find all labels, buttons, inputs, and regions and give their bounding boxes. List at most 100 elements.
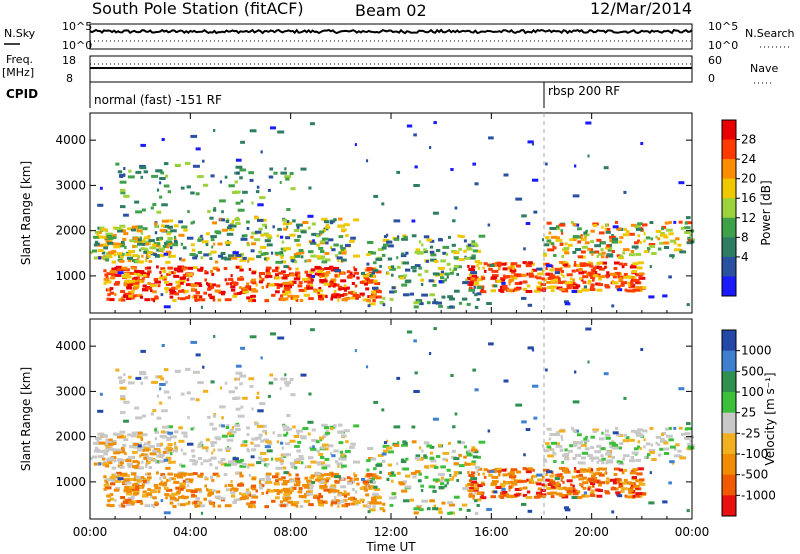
power-cell [449, 305, 454, 309]
velocity-cell [375, 463, 383, 467]
velocity-cell [566, 479, 573, 483]
velocity-cell [532, 384, 539, 388]
velocity-cell [185, 367, 191, 371]
velocity-cell [432, 478, 440, 482]
velocity-cell [94, 446, 99, 450]
power-cell [260, 150, 263, 154]
velocity-cell [259, 478, 266, 481]
power-cell [180, 242, 184, 246]
power-cell [528, 272, 534, 276]
power-cell [140, 231, 143, 235]
velocity-cell [241, 440, 245, 444]
power-cell [248, 299, 253, 303]
power-cell [109, 287, 114, 291]
power-cell [279, 181, 282, 184]
velocity-cell [123, 474, 130, 478]
power-cell [108, 232, 113, 236]
nsky-label: N.Sky [4, 27, 36, 40]
velocity-cell [245, 491, 250, 495]
power-cell [383, 243, 389, 247]
velocity-cell [120, 394, 126, 398]
velocity-cell [176, 490, 181, 494]
power-cell [675, 237, 680, 241]
power-cell [370, 251, 377, 255]
power-cell [311, 232, 317, 236]
velocity-cell [197, 444, 202, 448]
power-cell [120, 191, 126, 195]
velocity-cell [413, 511, 419, 515]
velocity-cell [413, 390, 420, 393]
velocity-cell [307, 486, 314, 490]
velocity-cell [592, 430, 597, 434]
power-cell [577, 227, 582, 231]
velocity-panel-bg [90, 319, 692, 519]
velocity-cell [367, 447, 374, 450]
velocity-cell [468, 489, 474, 493]
velocity-cell [553, 460, 557, 463]
velocity-cell [240, 346, 245, 350]
power-cell [488, 136, 494, 140]
power-cell [242, 290, 249, 294]
power-cell [126, 256, 133, 260]
power-cell [389, 290, 395, 294]
velocity-cell [429, 456, 435, 460]
velocity-cell [156, 416, 162, 420]
velocity-cell [211, 451, 214, 455]
power-cell [161, 203, 168, 207]
velocity-cell [659, 439, 667, 443]
velocity-cell [153, 448, 161, 452]
power-cell [576, 223, 580, 227]
velocity-cell [144, 446, 150, 450]
velocity-cell [229, 488, 233, 492]
velocity-cell [361, 486, 367, 490]
velocity-cell [585, 327, 592, 331]
velocity-cell [550, 495, 555, 499]
power-cell [330, 246, 333, 249]
power-cell [121, 266, 128, 270]
power-cell [310, 122, 315, 126]
power-cell [215, 231, 222, 235]
power-cell [350, 296, 356, 300]
velocity-cell [203, 497, 207, 501]
power-cell [590, 283, 595, 287]
power-cell [453, 256, 459, 260]
power-cell [338, 251, 342, 255]
power-cell [403, 235, 408, 239]
velocity-cell [231, 487, 237, 491]
power-cell [200, 298, 206, 302]
power-cell [135, 210, 142, 214]
velocity-cell [418, 472, 422, 476]
power-cell [354, 284, 358, 288]
power-cell [522, 261, 527, 265]
velocity-cell [453, 473, 458, 477]
velocity-cell [493, 490, 498, 494]
power-cell [636, 266, 643, 270]
velocity-cell [251, 484, 257, 488]
velocity-cell [123, 373, 126, 376]
power-cell [325, 225, 331, 229]
velocity-cell [476, 492, 483, 496]
power-cell [657, 237, 661, 241]
x-axis-title: Time UT [365, 540, 416, 554]
velocity-cell [605, 491, 611, 495]
velocity-cell [146, 472, 152, 476]
velocity-cell [527, 346, 534, 350]
power-cell [169, 295, 174, 299]
velocity-cell [320, 438, 323, 442]
velocity-cell [691, 444, 695, 448]
velocity-cell [600, 454, 604, 458]
velocity-cell [257, 409, 264, 413]
power-cell [326, 271, 331, 274]
velocity-cell [560, 478, 563, 482]
colorbar-swatch [722, 495, 736, 517]
power-cell [232, 191, 239, 194]
power-cell [126, 297, 132, 300]
power-cell [573, 263, 578, 267]
velocity-cell [580, 443, 587, 447]
velocity-cell [190, 397, 195, 401]
velocity-cell [200, 462, 204, 466]
power-cell [198, 284, 203, 288]
power-cell [499, 285, 503, 289]
power-cell [579, 262, 587, 266]
velocity-cell [311, 438, 317, 442]
